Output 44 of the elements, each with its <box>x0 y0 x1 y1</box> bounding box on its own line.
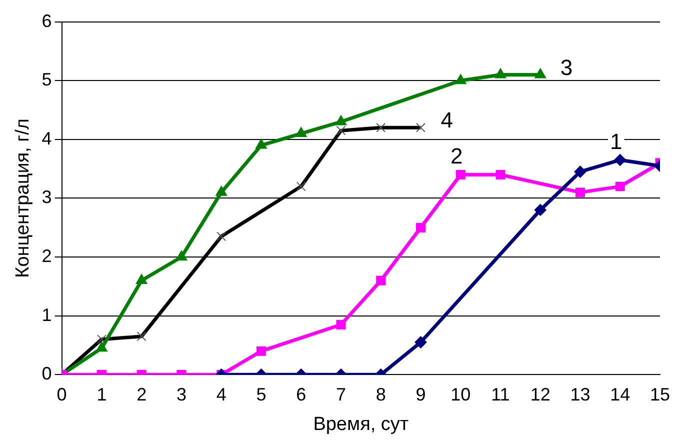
point <box>295 127 307 138</box>
x-tick-label: 13 <box>570 384 590 404</box>
point <box>534 204 546 216</box>
y-tick-label: 5 <box>42 70 52 90</box>
y-axis-title: Концентрация, г/л <box>12 118 34 278</box>
x-tick-label: 6 <box>296 384 306 404</box>
point <box>96 342 108 352</box>
x-tick-label: 14 <box>610 384 630 404</box>
point <box>456 170 466 180</box>
point <box>575 188 585 198</box>
x-tick-label: 8 <box>376 384 386 404</box>
x-axis-title: Время, сут <box>313 414 409 435</box>
point <box>176 250 188 260</box>
point <box>256 138 267 149</box>
x-tick-label: 7 <box>336 384 346 404</box>
y-tick-label: 3 <box>42 187 52 208</box>
y-tick-label: 0 <box>42 364 52 384</box>
y-tick-label: 6 <box>42 10 52 31</box>
y-tick-label: 4 <box>42 128 52 148</box>
x-tick-label: 10 <box>450 384 471 404</box>
x-tick-label: 9 <box>416 384 426 404</box>
series-label: 1 <box>610 129 622 154</box>
y-tick-label: 1 <box>42 304 52 325</box>
point <box>615 182 625 192</box>
point <box>574 166 586 178</box>
x-tick-label: 0 <box>56 384 67 404</box>
point <box>416 222 426 232</box>
point <box>376 276 386 286</box>
series-label: 4 <box>440 108 453 133</box>
x-tick-label: 2 <box>136 384 147 404</box>
point <box>614 154 626 166</box>
series-label: 3 <box>560 54 573 80</box>
y-tick-label: 2 <box>42 246 52 266</box>
x-tick-label: 3 <box>176 384 186 404</box>
x-tick-label: 11 <box>491 384 510 404</box>
x-tick-label: 5 <box>256 384 266 404</box>
x-tick-label: 1 <box>96 384 107 404</box>
x-tick-label: 4 <box>216 384 226 404</box>
point <box>496 170 506 180</box>
series-label: 2 <box>450 144 463 169</box>
x-tick-label: 12 <box>530 384 550 404</box>
point <box>216 186 228 196</box>
x-tick-label: 15 <box>650 384 670 404</box>
point <box>136 274 148 284</box>
